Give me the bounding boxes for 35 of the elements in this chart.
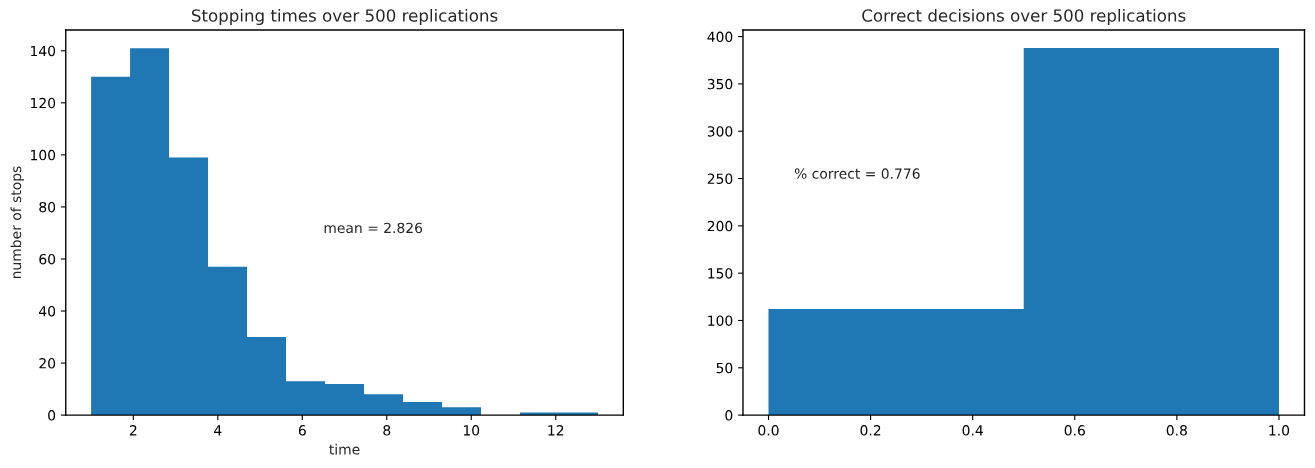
y-tick-label: 400	[707, 31, 733, 43]
x-tick-label: 6	[298, 425, 306, 436]
y-tick-label: 60	[39, 253, 56, 265]
y-tick-label: 300	[707, 126, 733, 137]
x-tick-label: 0.4	[962, 425, 983, 436]
x-tick-label: 0.2	[860, 425, 881, 436]
x-tick-label: 10	[463, 425, 480, 436]
x-axis-title: time	[329, 443, 360, 455]
x-tick-label: 8	[383, 425, 391, 436]
y-tick-label: 350	[707, 78, 733, 90]
y-tick-label: 140	[31, 45, 56, 57]
x-tick-label: 4	[214, 425, 222, 436]
y-axis-title: number of stops	[10, 166, 24, 279]
y-tick-label: 0	[48, 410, 56, 421]
x-tick-label: 0.8	[1166, 425, 1187, 436]
x-tick-label: 1.0	[1269, 425, 1290, 436]
chart-title: Correct decisions over 500 replications	[862, 8, 1186, 26]
annotation: mean = 2.826	[324, 222, 423, 234]
x-tick-label: 0.0	[758, 425, 779, 436]
x-tick-label: 12	[548, 425, 564, 436]
chart-title: Stopping times over 500 replications	[191, 8, 498, 26]
y-tick-label: 200	[707, 220, 733, 232]
y-tick-label: 120	[31, 97, 56, 109]
annotation: % correct = 0.776	[794, 168, 920, 179]
y-tick-label: 40	[39, 305, 56, 317]
y-tick-label: 0	[725, 410, 733, 421]
x-tick-label: 2	[129, 425, 137, 436]
y-tick-label: 20	[39, 358, 56, 369]
y-tick-label: 50	[716, 362, 733, 374]
y-tick-label: 100	[31, 149, 56, 161]
y-tick-label: 150	[708, 268, 733, 279]
x-tick-label: 0.6	[1064, 425, 1085, 436]
y-tick-label: 80	[39, 201, 56, 213]
y-tick-label: 100	[708, 315, 733, 326]
y-tick-label: 250	[707, 173, 733, 184]
